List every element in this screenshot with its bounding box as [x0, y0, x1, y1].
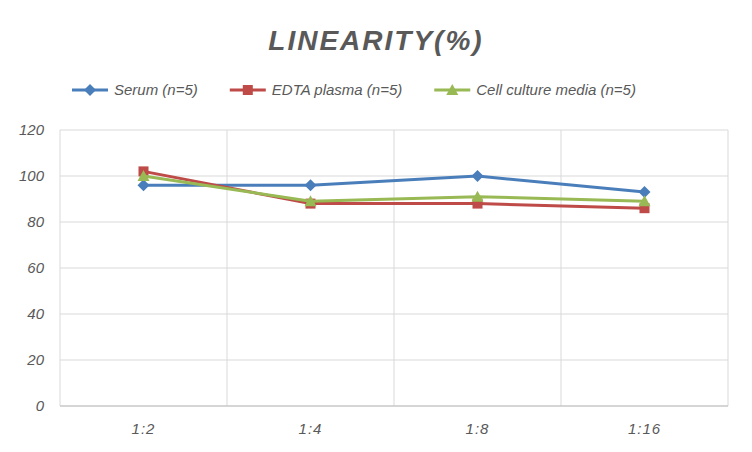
series-line [144, 171, 645, 208]
point [138, 170, 150, 181]
x-tick-label: 1:4 [299, 420, 323, 437]
title: LINEARITY(%) [268, 25, 483, 56]
point [472, 170, 484, 182]
y-tick-label: 40 [27, 305, 44, 322]
point [472, 191, 484, 202]
legend-marker [84, 84, 96, 96]
x-tick-label: 1:16 [628, 420, 661, 437]
plot-area [138, 166, 651, 213]
v-grid-line [394, 130, 395, 406]
v-grid-line [728, 130, 729, 406]
legend-label: Serum (n=5) [114, 81, 198, 98]
v-grid-line [561, 130, 562, 406]
series-line [144, 176, 645, 201]
legend-label: EDTA plasma (n=5) [272, 81, 402, 98]
y-tick-label: 60 [27, 259, 44, 276]
v-grid-line [60, 130, 61, 406]
x-axis [60, 406, 728, 407]
series-line [144, 176, 645, 192]
y-tick-label: 100 [19, 167, 45, 184]
legend-marker [446, 84, 458, 95]
x-tick-label: 1:2 [132, 420, 156, 437]
point [305, 195, 317, 206]
chart: LINEARITY(%) 0 20 40 60 80 100 120 1:2 1:4 1:8 1:16… [0, 0, 752, 452]
y-tick-label: 120 [19, 121, 45, 138]
y-tick-label: 0 [36, 397, 45, 414]
y-tick-label: 20 [26, 351, 44, 368]
x-tick-label: 1:8 [466, 420, 490, 437]
y-tick-label: 80 [27, 213, 44, 230]
point [639, 195, 651, 206]
legend-marker [243, 85, 253, 95]
grid-line [60, 406, 728, 407]
point [305, 179, 317, 191]
v-grid-line [227, 130, 228, 406]
legend-label: Cell culture media (n=5) [476, 81, 636, 98]
